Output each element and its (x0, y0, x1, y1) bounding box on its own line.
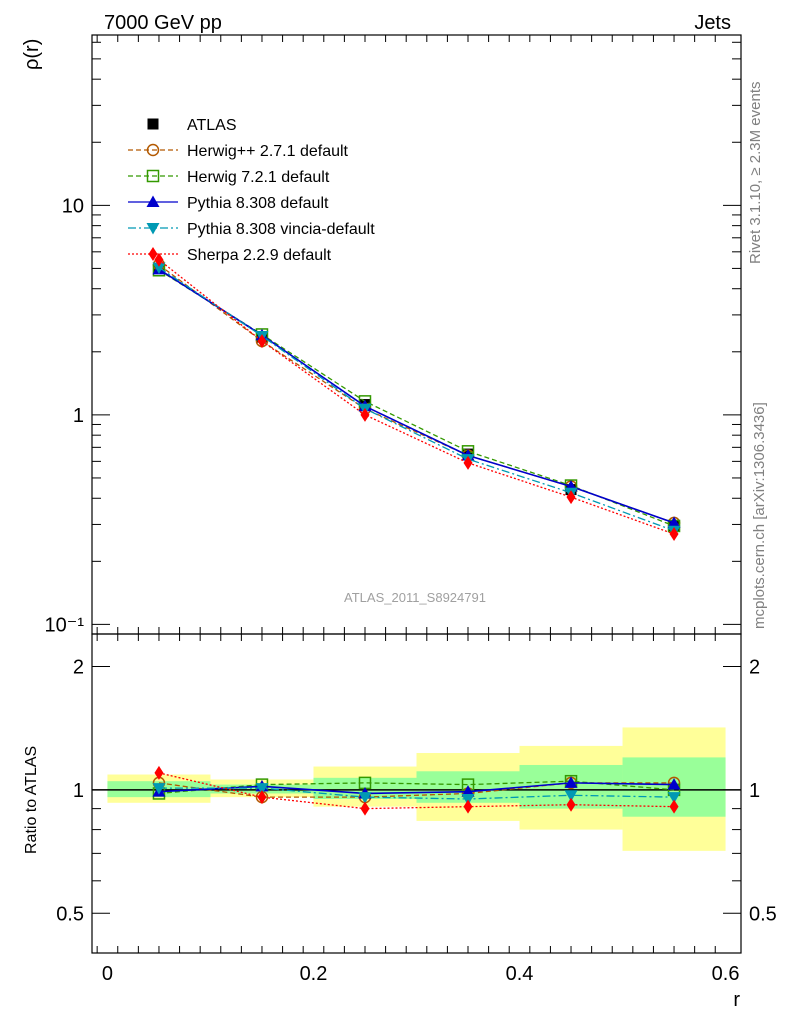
ratio-uncertainty-bands (107, 727, 726, 851)
ratio-y-tick-label-left: 0.5 (56, 903, 84, 925)
main-data-point (463, 455, 473, 470)
main-y-tick-label: 1 (73, 405, 84, 427)
main-y-tick-label: 10 (62, 195, 84, 217)
legend-label: Herwig++ 2.7.1 default (187, 143, 349, 160)
main-data-point (667, 516, 681, 528)
ratio-y-tick-label-right: 1 (749, 780, 760, 802)
ratio-data-point (564, 790, 578, 802)
legend-label: Herwig 7.2.1 default (187, 169, 330, 186)
x-tick-label: 0.4 (506, 963, 534, 985)
x-tick-label: 0.2 (300, 963, 328, 985)
main-data-point (152, 262, 166, 275)
ratio-data-point (667, 778, 681, 790)
legend-marker (146, 223, 160, 235)
ratio-data-point (257, 790, 267, 805)
ratio-series-line (158, 782, 675, 795)
ratio-series-line (158, 782, 675, 798)
ratio-data-point (461, 785, 475, 797)
ratio-series-line (158, 780, 675, 795)
main-series-line (158, 259, 675, 535)
main-y-tick-label: 10⁻¹ (45, 614, 85, 636)
rivet-label: Rivet 3.1.10, ≥ 2.3M events (747, 82, 764, 265)
legend: ATLAS Herwig++ 2.7.1 default Herwig 7.2.1 … (128, 117, 375, 264)
main-series-line (158, 266, 675, 532)
ratio-data-point (463, 799, 473, 814)
ratio-y-tick-label-left: 1 (73, 780, 84, 802)
ratio-data-point (669, 799, 679, 814)
main-series-line (158, 269, 675, 527)
main-series-line (158, 264, 675, 524)
ratio-data-point (358, 792, 372, 804)
ratio-y-tick-label-right: 2 (749, 656, 760, 678)
legend-label: Sherpa 2.2.9 default (187, 247, 332, 264)
header-title-left: 7000 GeV pp (104, 12, 222, 34)
legend-label: Pythia 8.308 vincia-default (187, 221, 375, 238)
main-data-point (257, 334, 267, 349)
main-data-point (566, 490, 576, 505)
main-data-point (669, 527, 679, 542)
legend-marker (146, 169, 160, 183)
legend-marker (146, 195, 160, 207)
ratio-series-line (158, 787, 675, 800)
ratio-data-point (667, 792, 681, 804)
legend-marker (146, 143, 160, 157)
ratio-series-line (158, 772, 675, 810)
main-y-axis-title: ρ(r) (21, 39, 43, 70)
ratio-data-point (152, 783, 166, 795)
ratio-panel-series (92, 765, 741, 816)
legend-label: Pythia 8.308 default (187, 195, 329, 212)
analysis-watermark: ATLAS_2011_S8924791 (344, 590, 486, 605)
x-axis-title: r (733, 989, 740, 1011)
ratio-y-tick-label-right: 0.5 (749, 903, 777, 925)
ratio-y-axis-title: Ratio to ATLAS (23, 746, 40, 854)
x-tick-label: 0.6 (712, 963, 740, 985)
ratio-y-tick-label-left: 2 (73, 656, 84, 678)
x-tick-label: 0 (102, 963, 113, 985)
main-series-line (158, 268, 675, 524)
ratio-panel-frame (91, 633, 742, 954)
main-panel-series (152, 252, 681, 542)
mcplots-label: mcplots.cern.ch [arXiv:1306.3436] (751, 402, 768, 629)
main-data-point (154, 252, 164, 267)
ratio-data-point (566, 797, 576, 812)
ratio-data-point (255, 783, 269, 795)
ratio-data-point (564, 776, 578, 788)
ratio-data-point (360, 801, 370, 816)
legend-marker (147, 118, 159, 130)
legend-marker (148, 247, 158, 261)
legend-label: ATLAS (187, 117, 237, 134)
header-title-right: Jets (694, 12, 731, 34)
ratio-panel-axes: 0 0.2 0.4 0.6 2 2 1 1 0.5 0.5 (56, 627, 777, 985)
ratio-data-point (154, 765, 164, 780)
main-data-point (360, 407, 370, 422)
